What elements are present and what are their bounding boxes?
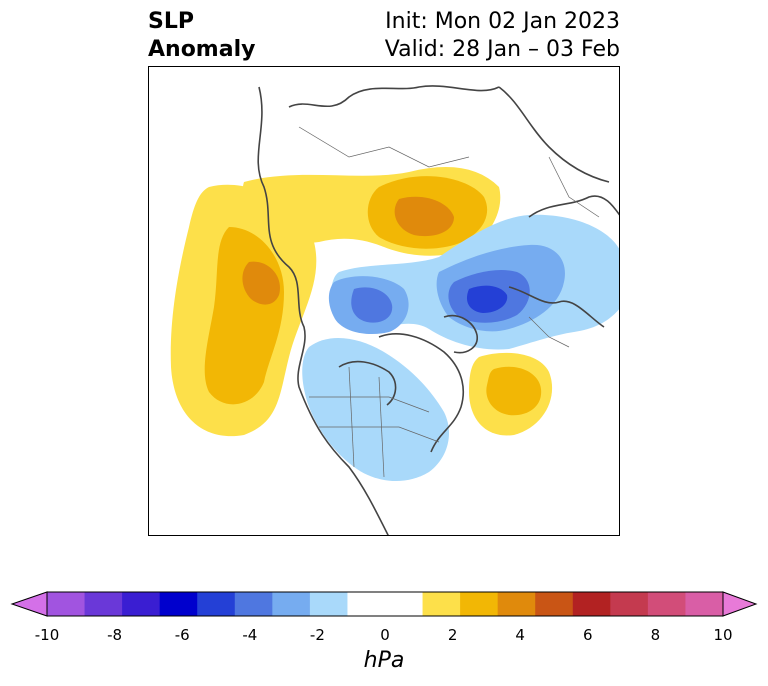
colorbar-swatch [647,592,686,616]
colorbar-swatch [84,592,123,616]
colorbar-swatch [385,592,424,616]
colorbar-swatch [272,592,311,616]
colorbar-tick-label: -8 [107,626,123,644]
colorbar-extend-high [722,591,758,617]
colorbar-segments [10,591,758,617]
coastlines [257,85,619,535]
title-variable: SLP [148,9,194,34]
colorbar-tick-label: 8 [650,626,661,644]
colorbar-swatch [460,592,499,616]
colorbar-swatch [347,592,386,616]
colorbar-swatch [572,592,611,616]
colorbar-tick-label: -6 [174,626,190,644]
colorbar-swatch [122,592,161,616]
title-dates: Init: Mon 02 Jan 2023 Valid: 28 Jan – 03… [385,8,620,64]
title-variable-type: Anomaly [148,37,256,62]
negative-anomaly-north-america [302,337,449,482]
negative-anomaly-north-pole-core [351,287,393,323]
negative-anomaly-europe-min [466,285,508,313]
colorbar-unit: hPa [363,648,405,673]
colorbar-swatch [685,592,724,616]
positive-anomaly-pacific-max [242,261,280,305]
colorbar-tick-label: 4 [515,626,525,644]
colorbar-swatch [159,592,198,616]
anomaly-map-svg [170,85,619,535]
colorbar-swatch [610,592,649,616]
init-date: Init: Mon 02 Jan 2023 [385,9,620,34]
colorbar-frame [46,591,724,617]
colorbar-tick-label: -4 [242,626,258,644]
colorbar-swatch [309,592,348,616]
borders [298,126,600,478]
colorbar-tick-label: -10 [34,626,60,644]
colorbar-tick-label: 0 [380,626,390,644]
colorbar-tick-label: 2 [447,626,458,644]
colorbar-swatch [47,592,86,616]
colorbar-tick-label: 10 [713,626,733,644]
colorbar-extend-low [10,591,48,617]
colorbar-swatch [197,592,236,616]
colorbar-swatch [234,592,273,616]
positive-anomaly-atlantic-core [486,366,542,416]
colorbar [10,591,758,617]
colorbar-tick-label: -2 [309,626,325,644]
colorbar-swatch [422,592,461,616]
colorbar-swatch [497,592,536,616]
anomaly-shading [170,167,619,482]
anomaly-map [148,66,620,536]
positive-anomaly-siberia-max [394,196,454,237]
colorbar-swatch [535,592,574,616]
valid-period: Valid: 28 Jan – 03 Feb [384,37,620,62]
colorbar-tick-label: 6 [583,626,593,644]
chart-title: SLP Anomaly [148,8,255,64]
